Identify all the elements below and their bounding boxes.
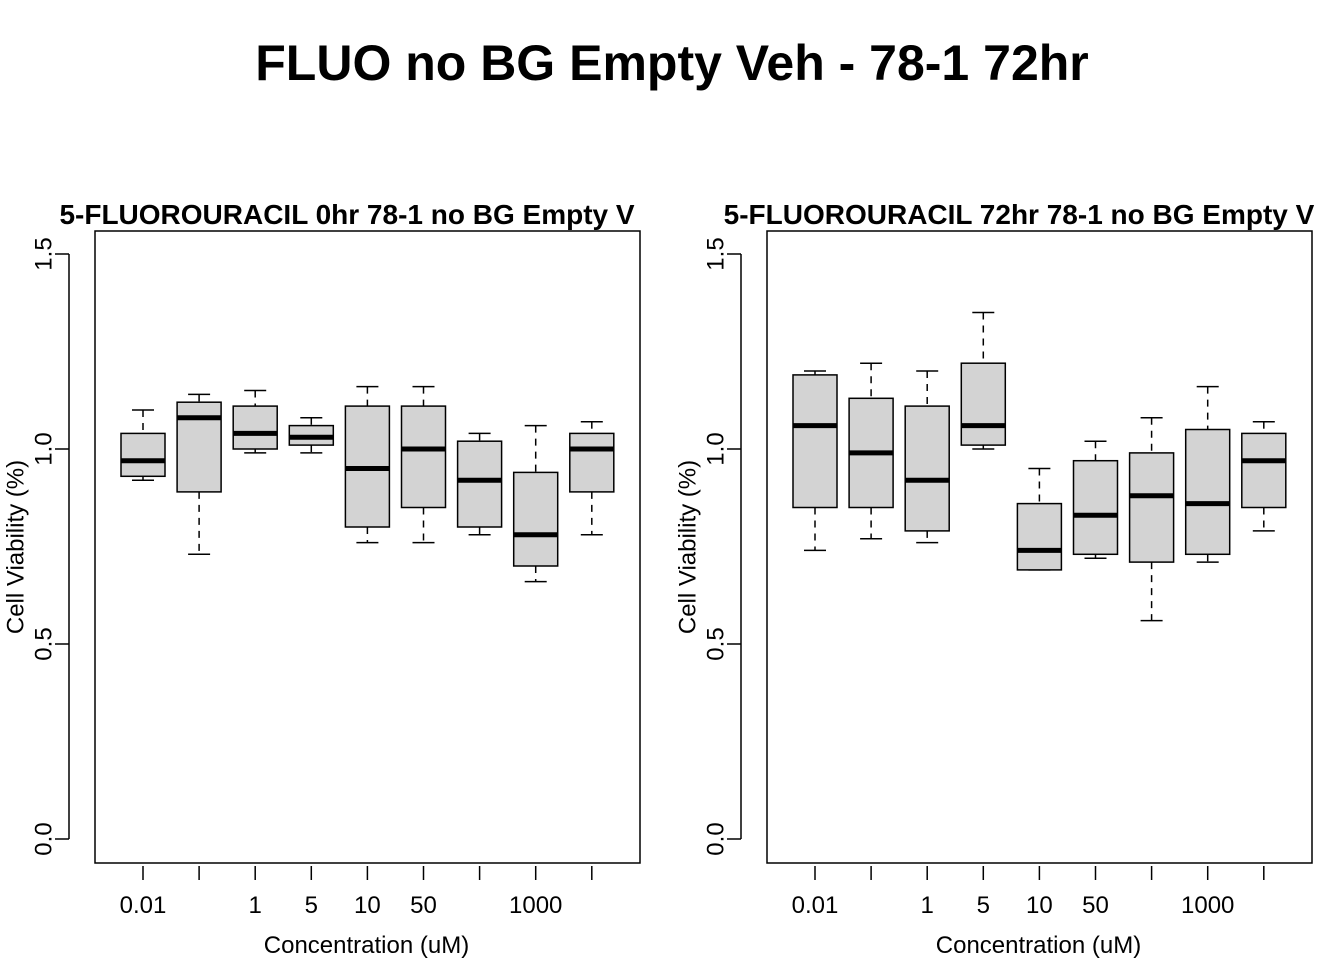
x-tick-label: 0.01 xyxy=(792,892,839,919)
box-9 xyxy=(1241,420,1287,532)
box-2 xyxy=(176,393,222,556)
iqr-box xyxy=(792,374,838,509)
box-1 xyxy=(792,370,838,552)
box-3 xyxy=(232,389,278,454)
x-tick-label: 50 xyxy=(1082,892,1109,919)
x-axis-label: Concentration (uM) xyxy=(264,932,469,959)
chart-panel-1: 5-FLUOROURACIL 0hr 78-1 no BG Empty V 0.0… xyxy=(2,199,641,959)
x-tick-label: 10 xyxy=(354,892,381,919)
x-tick-label: 1000 xyxy=(1181,892,1234,919)
box-8 xyxy=(1184,385,1231,563)
chart-panel-2: 5-FLUOROURACIL 72hr 78-1 no BG Empty V 0.… xyxy=(674,199,1314,959)
y-tick-label: 0.5 xyxy=(30,627,57,660)
y-axis-label: Cell Viability (%) xyxy=(674,460,701,634)
x-tick-label: 50 xyxy=(410,892,437,919)
iqr-box xyxy=(1241,432,1287,509)
x-tick-label: 5 xyxy=(305,892,318,919)
iqr-box xyxy=(232,405,278,450)
x-tick-label: 5 xyxy=(977,892,990,919)
iqr-box xyxy=(569,432,615,493)
y-tick-label: 0.0 xyxy=(702,822,729,855)
y-axis-label: Cell Viability (%) xyxy=(2,460,29,634)
page-title: FLUO no BG Empty Veh - 78-1 72hr xyxy=(255,35,1089,91)
box-2 xyxy=(848,362,894,540)
iqr-box xyxy=(1016,502,1063,571)
box-7 xyxy=(1128,417,1175,622)
y-tick-label: 1.5 xyxy=(30,237,57,270)
y-tick-label: 1.0 xyxy=(702,432,729,465)
iqr-box xyxy=(512,471,559,567)
box-5 xyxy=(1016,467,1063,571)
y-tick-label: 1.0 xyxy=(30,432,57,465)
x-tick-label: 1 xyxy=(921,892,934,919)
box-9 xyxy=(569,420,615,536)
box-6 xyxy=(1072,440,1119,559)
plot-frame xyxy=(94,230,641,864)
iqr-box xyxy=(1072,459,1119,556)
x-tick-label: 1 xyxy=(249,892,262,919)
x-axis-label: Concentration (uM) xyxy=(936,932,1141,959)
box-3 xyxy=(904,370,950,544)
y-tick-label: 0.0 xyxy=(30,822,57,855)
box-6 xyxy=(400,385,447,544)
iqr-box xyxy=(120,432,166,478)
box-8 xyxy=(512,424,559,583)
iqr-box xyxy=(904,405,950,532)
iqr-box xyxy=(960,362,1007,446)
iqr-box xyxy=(456,440,503,528)
box-7 xyxy=(456,432,503,536)
box-4 xyxy=(288,417,335,454)
plot-frame xyxy=(766,230,1313,864)
y-tick-label: 1.5 xyxy=(702,237,729,270)
chart-title: 5-FLUOROURACIL 0hr 78-1 no BG Empty V xyxy=(59,199,634,230)
iqr-box xyxy=(400,405,447,509)
chart-title: 5-FLUOROURACIL 72hr 78-1 no BG Empty V xyxy=(724,199,1315,230)
box-4 xyxy=(960,311,1007,450)
box-5 xyxy=(344,385,391,544)
x-tick-label: 1000 xyxy=(509,892,562,919)
x-tick-label: 0.01 xyxy=(120,892,167,919)
box-1 xyxy=(120,409,166,481)
iqr-box xyxy=(1184,428,1231,556)
iqr-box xyxy=(1128,452,1175,563)
y-tick-label: 0.5 xyxy=(702,627,729,660)
x-tick-label: 10 xyxy=(1026,892,1053,919)
